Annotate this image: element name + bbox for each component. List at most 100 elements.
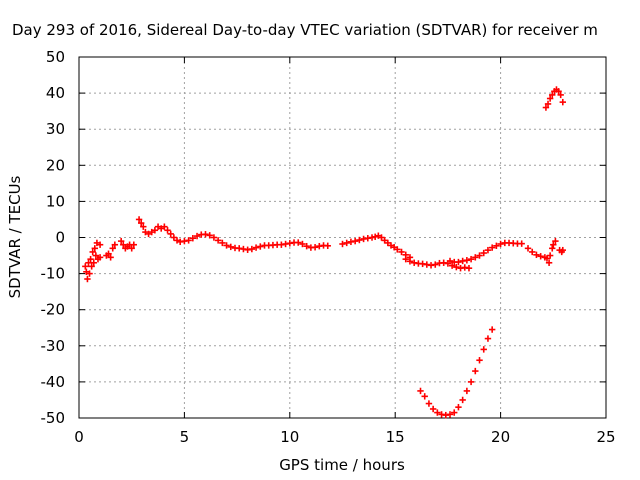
data-point [480,346,487,353]
data-point [467,255,475,263]
data-point [465,264,473,272]
data-series-sdtvar [82,86,566,419]
data-point [555,88,562,95]
y-tick-label: 40 [46,84,65,102]
data-point [137,219,145,227]
data-point [425,400,433,407]
data-point [227,243,234,251]
data-point [533,251,540,259]
data-point [544,100,552,108]
data-point [202,231,209,238]
y-tick-label: -20 [41,301,66,319]
data-point [406,258,414,265]
data-point [537,253,544,260]
data-point [524,245,532,252]
x-axis-tick-labels: 0 5 10 15 20 25 [74,428,615,446]
data-point [96,241,104,248]
data-point [455,258,462,266]
data-point [451,409,458,416]
data-point [559,246,566,254]
y-tick-label: -50 [41,409,66,427]
data-point [552,237,559,245]
data-point [476,357,483,364]
data-point [219,239,226,247]
y-tick-label: 50 [46,48,65,66]
data-point [248,245,256,253]
data-point [446,257,454,265]
data-point [91,245,99,252]
data-point [484,246,492,254]
data-point [206,232,213,239]
data-point [164,227,171,234]
data-point [214,237,222,244]
data-point [453,263,460,271]
y-axis-label: SDTVAR / TECUs [6,175,24,298]
data-point [295,239,302,246]
data-point [324,242,331,250]
data-point [351,237,359,245]
data-point [549,245,556,252]
data-point [557,91,564,99]
x-tick-label: 10 [280,428,299,446]
data-point [105,250,112,257]
data-point [120,241,127,248]
data-point [82,263,89,270]
y-tick-label: -30 [41,337,66,355]
data-point [518,240,525,247]
data-point [559,98,566,106]
axis-ticks [78,56,607,419]
data-point [546,252,554,259]
data-point [542,104,550,111]
data-point [394,246,401,253]
y-tick-label: 0 [55,229,65,247]
data-point [130,241,138,248]
x-tick-label: 20 [491,428,510,446]
x-axis-label: GPS time / hours [279,456,405,474]
data-point [96,254,104,261]
data-point [472,254,479,261]
data-point [109,245,116,252]
data-point [448,262,456,269]
data-point [488,244,496,251]
data-point [549,91,556,99]
data-point [545,259,553,266]
grid [79,57,606,418]
data-point [459,396,466,404]
data-point [488,326,496,333]
data-point [472,367,479,375]
x-tick-label: 25 [596,428,615,446]
data-point [311,244,319,251]
data-point [257,243,264,250]
data-point [398,248,405,256]
y-tick-label: 30 [46,120,65,138]
data-point [135,216,143,223]
data-point [339,240,346,248]
data-point [210,234,218,241]
data-point [343,239,350,247]
data-point [185,237,192,244]
data-point [476,252,483,259]
data-point [421,393,428,400]
data-point [128,245,135,252]
data-point [117,237,125,245]
data-point [299,240,306,248]
data-point [417,387,424,395]
data-point [484,335,492,342]
data-point [480,249,487,257]
data-point [550,241,557,248]
y-axis-tick-labels: -50 -40 -30 -20 -10 0 10 20 30 40 50 [41,48,66,427]
y-tick-label: 10 [46,192,65,210]
data-point [546,95,554,102]
data-point [371,233,379,240]
x-tick-label: 0 [74,428,84,446]
data-point [89,248,96,256]
data-point [107,254,114,261]
data-point [252,244,260,251]
data-point [402,255,409,263]
data-point [303,242,310,250]
data-point [86,270,93,277]
y-tick-label: 20 [46,156,65,174]
data-point [356,236,363,244]
data-point [432,261,439,268]
